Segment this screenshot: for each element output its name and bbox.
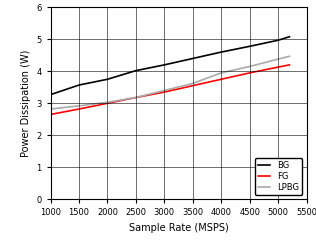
LPBG xyxy=(134,96,138,99)
LPBG xyxy=(276,58,280,61)
FG xyxy=(191,84,195,87)
FG xyxy=(219,78,223,81)
BG xyxy=(219,51,223,53)
LPBG xyxy=(162,89,166,92)
FG xyxy=(77,108,81,111)
FG xyxy=(276,66,280,69)
Legend: BG, FG, LPBG: BG, FG, LPBG xyxy=(254,158,302,195)
LPBG xyxy=(49,108,52,111)
BG xyxy=(49,93,52,96)
Line: BG: BG xyxy=(51,37,289,95)
BG xyxy=(288,35,291,38)
Line: LPBG: LPBG xyxy=(51,56,289,109)
FG xyxy=(134,96,138,99)
BG xyxy=(276,39,280,42)
LPBG xyxy=(106,101,109,104)
BG xyxy=(134,69,138,72)
BG xyxy=(162,63,166,66)
LPBG xyxy=(77,104,81,107)
Line: FG: FG xyxy=(51,65,289,114)
FG xyxy=(288,63,291,66)
LPBG xyxy=(191,82,195,85)
X-axis label: Sample Rate (MSPS): Sample Rate (MSPS) xyxy=(129,223,228,233)
BG xyxy=(106,78,109,81)
LPBG xyxy=(219,71,223,74)
Y-axis label: Power Dissipation (W): Power Dissipation (W) xyxy=(21,50,31,157)
FG xyxy=(49,113,52,116)
BG xyxy=(191,57,195,60)
LPBG xyxy=(288,55,291,58)
BG xyxy=(248,45,252,48)
FG xyxy=(106,102,109,105)
BG xyxy=(77,84,81,87)
FG xyxy=(248,71,252,74)
LPBG xyxy=(248,65,252,68)
FG xyxy=(162,91,166,94)
